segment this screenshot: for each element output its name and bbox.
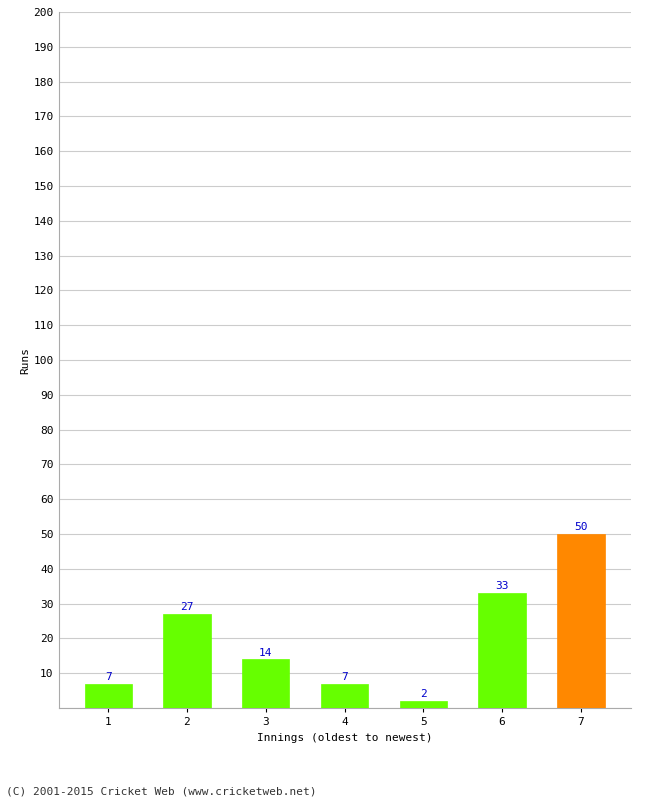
Text: 27: 27 bbox=[180, 602, 194, 612]
Text: 7: 7 bbox=[105, 672, 112, 682]
Bar bbox=[321, 684, 368, 708]
Bar bbox=[84, 684, 132, 708]
Bar bbox=[478, 593, 526, 708]
Text: 7: 7 bbox=[341, 672, 348, 682]
Bar bbox=[163, 614, 211, 708]
Y-axis label: Runs: Runs bbox=[21, 346, 31, 374]
Text: 50: 50 bbox=[574, 522, 588, 532]
Text: 33: 33 bbox=[495, 582, 509, 591]
Text: (C) 2001-2015 Cricket Web (www.cricketweb.net): (C) 2001-2015 Cricket Web (www.cricketwe… bbox=[6, 786, 317, 796]
Bar bbox=[400, 701, 447, 708]
X-axis label: Innings (oldest to newest): Innings (oldest to newest) bbox=[257, 733, 432, 742]
Text: 14: 14 bbox=[259, 647, 272, 658]
Bar bbox=[557, 534, 604, 708]
Text: 2: 2 bbox=[420, 690, 426, 699]
Bar bbox=[242, 659, 289, 708]
